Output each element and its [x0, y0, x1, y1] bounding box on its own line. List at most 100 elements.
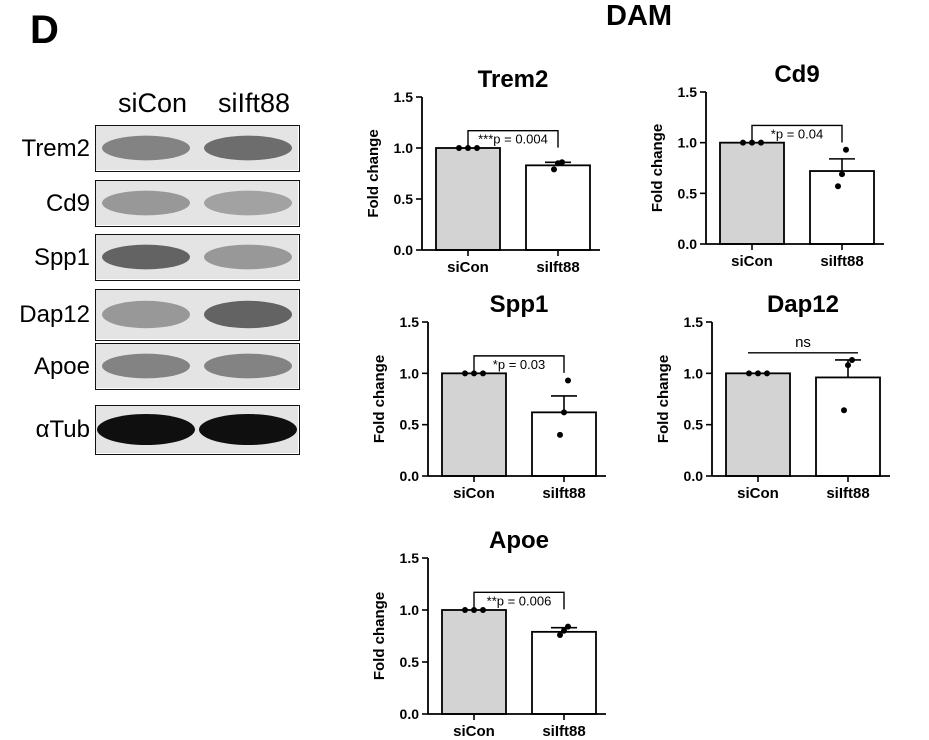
blot-band: [204, 190, 292, 216]
data-point: [480, 607, 486, 613]
y-tick-label: 0.5: [684, 417, 704, 433]
y-tick-label: 1.0: [678, 135, 698, 151]
x-tick-label: siCon: [453, 485, 495, 502]
y-tick-label: 1.0: [684, 365, 704, 381]
blot-strip: [95, 343, 300, 390]
data-point: [471, 370, 477, 377]
bar-siift88: [815, 376, 881, 477]
chart-title: Cd9: [774, 61, 819, 88]
y-axis-label: Fold change: [371, 592, 388, 680]
x-tick-label: siCon: [731, 253, 773, 270]
lane-label-sicon: siCon: [118, 88, 188, 118]
x-tick-label: siIft88: [536, 259, 579, 276]
blot-row-label: Dap12: [19, 301, 90, 328]
blot-strip: [95, 125, 300, 172]
data-point: [456, 145, 462, 151]
data-point: [561, 409, 567, 416]
significance-label: *p = 0.04: [771, 126, 823, 141]
bar-sicon: [435, 147, 501, 251]
y-tick-label: 1.5: [394, 89, 414, 105]
data-point: [746, 370, 752, 377]
blot-row-label: Trem2: [21, 134, 90, 162]
blot-band: [102, 244, 190, 270]
blot-strip: [95, 289, 300, 341]
blot-band: [204, 135, 292, 161]
data-point: [839, 171, 845, 178]
significance-label: ***p = 0.004: [478, 132, 548, 147]
blot-band: [102, 300, 190, 329]
bar-siift88: [531, 630, 597, 715]
blot-band: [102, 353, 190, 379]
y-axis-label: Fold change: [365, 129, 382, 217]
data-point: [565, 623, 571, 630]
y-tick-label: 0.5: [400, 654, 420, 670]
x-tick-label: siCon: [737, 485, 779, 502]
blot-row-label: αTub: [35, 416, 90, 443]
bar-sicon: [725, 372, 791, 477]
y-tick-label: 1.0: [394, 140, 414, 156]
data-point: [758, 139, 764, 146]
chart-title: Dap12: [767, 291, 839, 318]
data-point: [565, 377, 571, 384]
significance-bracket: [751, 124, 843, 143]
bar-sicon: [441, 609, 507, 715]
blot-row-label: Spp1: [33, 243, 90, 271]
y-tick-label: 0.5: [394, 191, 414, 207]
blot-band: [97, 413, 195, 446]
bar-siift88: [809, 170, 875, 245]
data-point: [462, 370, 468, 377]
y-axis-label: Fold change: [655, 355, 672, 443]
y-tick-label: 1.5: [400, 550, 420, 566]
y-tick-label: 0.0: [678, 236, 698, 252]
blot-band: [199, 413, 297, 446]
data-point: [462, 607, 468, 613]
group-title: DAM: [606, 0, 673, 32]
panel-letter: D: [30, 8, 59, 52]
y-tick-label: 1.0: [400, 365, 420, 381]
data-point: [559, 159, 565, 166]
significance-bracket: [473, 355, 565, 373]
data-point: [749, 139, 755, 146]
data-point: [849, 356, 855, 363]
blot-row-label: Cd9: [45, 189, 90, 217]
blot-band: [204, 353, 292, 379]
y-tick-label: 0.0: [684, 468, 704, 484]
data-point: [755, 370, 761, 377]
data-point: [764, 370, 770, 377]
data-point: [474, 145, 480, 151]
y-tick-label: 0.5: [678, 185, 698, 201]
y-tick-label: 0.0: [400, 468, 420, 484]
chart-title: Spp1: [490, 291, 549, 318]
blot-band: [102, 190, 190, 216]
blot-strip: [95, 234, 300, 281]
data-point: [843, 146, 849, 153]
y-tick-label: 1.0: [400, 602, 420, 618]
y-tick-label: 1.5: [400, 314, 420, 330]
data-point: [740, 139, 746, 146]
significance-label: *p = 0.03: [493, 357, 545, 372]
y-tick-label: 0.5: [400, 417, 420, 433]
blot-row-label: Apoe: [33, 352, 90, 380]
bar-siift88: [531, 411, 597, 477]
y-axis-label: Fold change: [649, 124, 666, 212]
data-point: [841, 407, 847, 414]
y-tick-label: 1.5: [684, 314, 704, 330]
x-tick-label: siIft88: [542, 723, 585, 740]
significance-label: **p = 0.006: [487, 593, 552, 608]
y-tick-label: 0.0: [394, 242, 414, 258]
x-tick-label: siIft88: [820, 253, 863, 270]
data-point: [465, 145, 471, 151]
significance-label: ns: [795, 334, 811, 351]
data-point: [835, 183, 841, 190]
significance-bracket: [467, 129, 559, 148]
data-point: [471, 607, 477, 613]
blot-band: [204, 244, 292, 270]
chart-title: Trem2: [478, 66, 549, 93]
x-tick-label: siIft88: [542, 485, 585, 502]
y-tick-label: 1.5: [678, 84, 698, 100]
data-point: [557, 431, 563, 438]
x-tick-label: siCon: [447, 259, 489, 276]
bar-sicon: [441, 372, 507, 477]
